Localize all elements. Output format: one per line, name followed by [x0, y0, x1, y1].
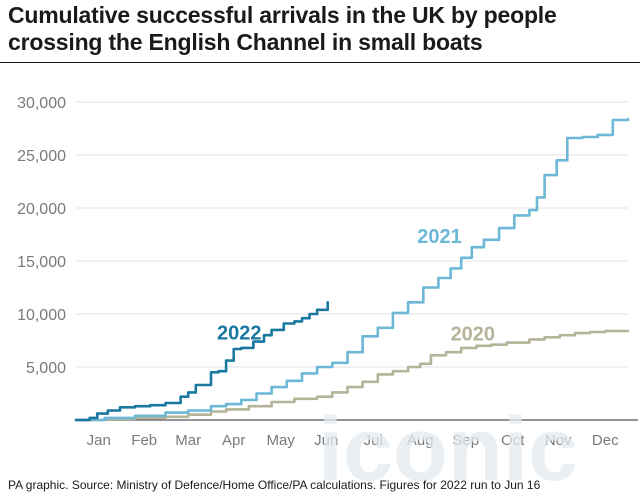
y-tick-label-20000: 20,000 [17, 201, 66, 218]
x-tick-label-feb: Feb [131, 432, 157, 449]
y-tick-label-10000: 10,000 [17, 307, 66, 324]
y-tick-label-15000: 15,000 [17, 254, 66, 271]
x-tick-label-mar: Mar [175, 432, 201, 449]
chart-title: Cumulative successful arrivals in the UK… [8, 2, 557, 55]
source-note: PA graphic. Source: Ministry of Defence/… [8, 478, 541, 492]
y-tick-label-25000: 25,000 [17, 148, 66, 165]
series-labels: 2020 2021 2022 [217, 226, 495, 346]
x-tick-label-jun: Jun [314, 432, 338, 449]
x-tick-label-oct: Oct [501, 432, 525, 449]
x-tick-label-jul: Jul [364, 432, 383, 449]
x-tick-label-may: May [267, 432, 296, 449]
watermark-text: iconic [318, 400, 578, 498]
y-tick-label-30000: 30,000 [17, 95, 66, 112]
title-divider [0, 62, 640, 63]
x-tick-label-dec: Dec [592, 432, 619, 449]
series-line-2020 [74, 329, 630, 422]
x-tick-label-jan: Jan [87, 432, 111, 449]
series-line-2022 [74, 301, 329, 422]
x-tick-label-aug: Aug [407, 432, 434, 449]
iconic-watermark: iconic [318, 400, 578, 498]
x-tick-label-nov: Nov [545, 432, 572, 449]
x-tick-label-apr: Apr [222, 432, 245, 449]
axes: 5,000 10,000 15,000 20,000 25,000 30,000 Jan Fe… [17, 95, 638, 449]
series-label-2021: 2021 [417, 226, 462, 248]
grid-lines [76, 101, 628, 368]
y-tick-label-5000: 5,000 [26, 360, 66, 377]
x-tick-label-sep: Sep [452, 432, 479, 449]
series-label-2020: 2020 [451, 324, 496, 346]
series-line-2021 [74, 117, 630, 422]
series-lines [74, 117, 630, 422]
series-label-2022: 2022 [217, 322, 261, 344]
